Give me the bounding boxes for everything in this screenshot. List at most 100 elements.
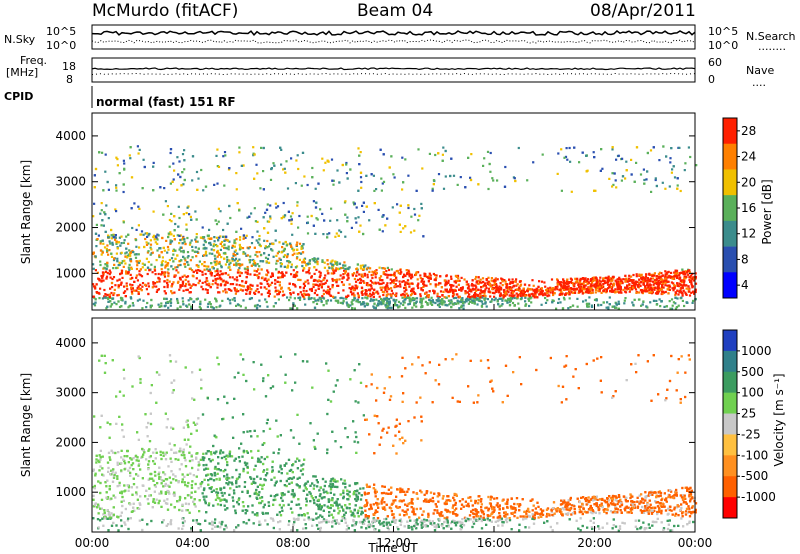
range-gate-cell xyxy=(421,277,424,281)
range-gate-cell xyxy=(625,286,628,289)
range-gate-cell xyxy=(186,275,190,278)
range-gate-cell xyxy=(165,301,168,304)
range-gate-cell xyxy=(684,270,687,273)
range-gate-cell xyxy=(452,291,455,294)
range-gate-cell xyxy=(635,291,638,294)
range-gate-cell xyxy=(168,280,171,283)
range-gate-cell xyxy=(224,272,227,275)
range-gate-cell xyxy=(666,284,669,287)
range-gate-cell xyxy=(681,286,684,289)
range-gate-cell xyxy=(133,289,136,292)
range-gate-cell xyxy=(367,284,370,287)
range-gate-cell xyxy=(107,253,110,256)
power-y-label: Slant Range [km] xyxy=(19,160,33,264)
range-gate-cell xyxy=(226,297,230,300)
range-gate-cell xyxy=(227,248,230,251)
y-tick-label: 1000 xyxy=(55,266,86,280)
range-gate-cell xyxy=(109,271,112,274)
range-gate-cell xyxy=(386,307,389,310)
range-gate-cell xyxy=(557,298,561,301)
range-gate-cell xyxy=(260,293,263,296)
range-gate-cell xyxy=(146,272,149,276)
range-gate-cell xyxy=(412,290,415,293)
range-gate-cell xyxy=(322,304,325,307)
range-gate-cell xyxy=(382,214,385,217)
range-gate-cell xyxy=(192,275,195,278)
range-gate-cell xyxy=(664,284,667,287)
range-gate-cell xyxy=(588,296,591,299)
range-gate-cell xyxy=(429,274,432,277)
range-gate-cell xyxy=(126,288,129,291)
range-gate-cell xyxy=(599,284,602,287)
range-gate-cell xyxy=(456,183,459,186)
range-gate-cell xyxy=(275,206,278,209)
range-gate-cell xyxy=(475,294,478,297)
range-gate-cell xyxy=(203,239,206,242)
range-gate-cell xyxy=(616,290,619,293)
range-gate-cell xyxy=(224,238,227,241)
range-gate-cell xyxy=(649,149,653,152)
range-gate-cell xyxy=(329,219,332,222)
range-gate-cell xyxy=(344,267,347,271)
range-gate-cell xyxy=(236,202,239,205)
range-gate-cell xyxy=(687,288,690,291)
station-title: McMurdo (fitACF) xyxy=(92,1,238,21)
range-gate-cell xyxy=(313,266,316,269)
range-gate-cell xyxy=(518,287,521,291)
range-gate-cell xyxy=(355,268,358,271)
range-gate-cell xyxy=(98,279,101,282)
range-gate-cell xyxy=(491,298,494,301)
range-gate-cell xyxy=(588,286,591,289)
range-gate-cell xyxy=(216,283,219,286)
range-gate-cell xyxy=(206,305,209,308)
range-gate-cell xyxy=(363,281,366,284)
range-gate-cell xyxy=(408,275,411,278)
range-gate-cell xyxy=(255,239,258,242)
colorbar-swatch xyxy=(723,118,737,145)
range-gate-cell xyxy=(199,300,202,303)
range-gate-cell xyxy=(145,241,148,244)
range-gate-cell xyxy=(342,283,345,286)
range-gate-cell xyxy=(292,275,295,278)
range-gate-cell xyxy=(227,273,230,276)
range-gate-cell xyxy=(355,287,358,290)
range-gate-cell xyxy=(316,260,319,263)
range-gate-cell xyxy=(459,176,462,179)
range-gate-cell xyxy=(269,178,273,181)
range-gate-cell xyxy=(129,146,132,149)
range-gate-cell xyxy=(186,261,189,264)
range-gate-cell xyxy=(315,217,318,220)
range-gate-cell xyxy=(190,307,193,310)
range-gate-cell xyxy=(131,284,134,287)
range-gate-cell xyxy=(289,293,292,296)
range-gate-cell xyxy=(177,271,180,274)
range-gate-cell xyxy=(590,291,593,294)
range-gate-cell xyxy=(636,281,639,284)
range-gate-cell xyxy=(403,298,406,301)
range-gate-cell xyxy=(130,260,133,263)
range-gate-cell xyxy=(468,289,471,293)
range-gate-cell xyxy=(332,183,335,186)
range-gate-cell xyxy=(216,272,220,275)
range-gate-cell xyxy=(578,161,581,164)
range-gate-cell xyxy=(449,288,452,291)
nave-tick-low: 0 xyxy=(708,73,715,86)
range-gate-cell xyxy=(649,286,652,289)
range-gate-cell xyxy=(355,221,358,224)
range-gate-cell xyxy=(392,279,395,282)
range-gate-cell xyxy=(345,161,348,165)
range-gate-cell xyxy=(254,289,257,292)
range-gate-cell xyxy=(526,179,529,182)
range-gate-cell xyxy=(494,297,497,300)
range-gate-cell xyxy=(404,306,407,309)
range-gate-cell xyxy=(510,289,513,292)
range-gate-cell xyxy=(326,159,329,162)
range-gate-cell xyxy=(329,262,332,265)
range-gate-cell xyxy=(427,276,430,279)
range-gate-cell xyxy=(92,251,95,254)
range-gate-cell xyxy=(142,158,145,161)
range-gate-cell xyxy=(452,297,455,300)
range-gate-cell xyxy=(184,242,187,246)
range-gate-cell xyxy=(528,284,531,287)
